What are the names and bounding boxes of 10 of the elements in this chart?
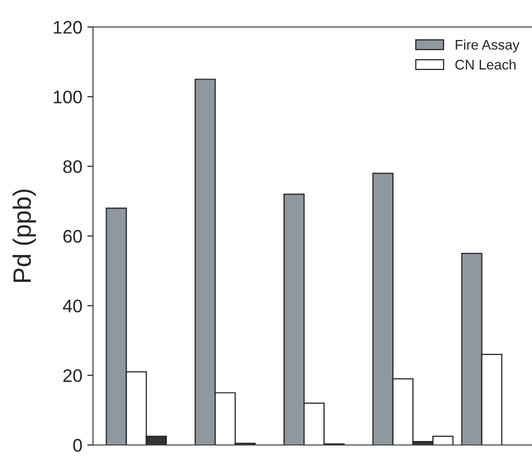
legend-label: CN Leach [455, 59, 516, 70]
y-tick-label: 40 [62, 300, 82, 312]
y-tick-label: 20 [63, 369, 82, 382]
y-tick-label: 60 [63, 230, 82, 243]
y-tick-label: 100 [54, 90, 82, 104]
legend-label: Fire Assay [456, 40, 520, 52]
y-tick-label: 0 [73, 438, 82, 452]
y-tick-label: 80 [63, 160, 82, 174]
y-tick-label: 120 [54, 20, 82, 34]
y-axis-title: Pd (ppb) [12, 190, 36, 282]
